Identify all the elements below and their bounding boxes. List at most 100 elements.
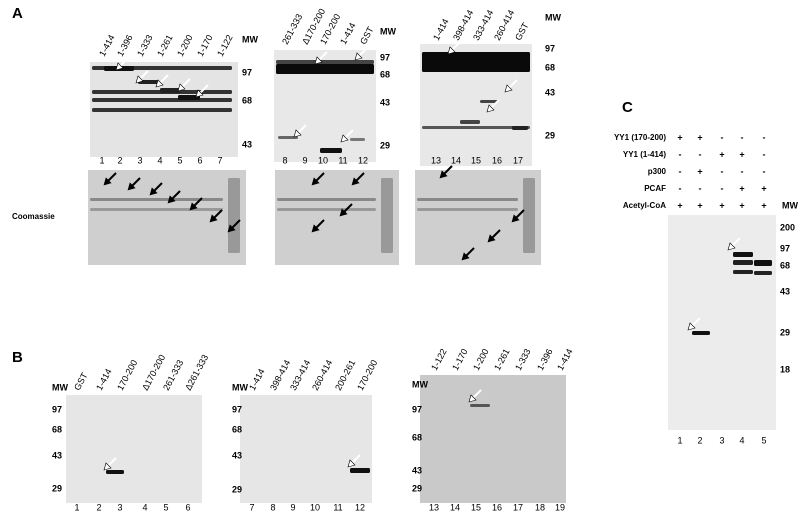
band bbox=[160, 88, 180, 93]
condition-sign: + bbox=[697, 166, 702, 176]
lane-number: 12 bbox=[355, 502, 365, 512]
arrow-head bbox=[127, 182, 136, 191]
mw-marker: 29 bbox=[232, 484, 242, 494]
lane-number: 10 bbox=[318, 155, 328, 165]
mw-marker: 68 bbox=[412, 432, 422, 442]
lane-number: 13 bbox=[431, 155, 441, 165]
band bbox=[228, 178, 240, 253]
mw-marker: 97 bbox=[380, 52, 390, 62]
gel-image bbox=[668, 215, 776, 430]
lane-label: 1-414 bbox=[94, 367, 114, 392]
arrow-head bbox=[504, 84, 513, 93]
arrow-head bbox=[209, 214, 218, 223]
condition-label: YY1 (1-414) bbox=[623, 150, 666, 159]
lane-number: 8 bbox=[270, 502, 275, 512]
arrow-head bbox=[461, 252, 470, 261]
lane-label: 1-261 bbox=[492, 347, 512, 372]
mw-header: MW bbox=[380, 26, 396, 36]
lane-label: 1-414 bbox=[247, 367, 267, 392]
mw-marker: 43 bbox=[780, 286, 790, 296]
lane-number: 13 bbox=[429, 502, 439, 512]
lane-label: 1-122 bbox=[429, 347, 449, 372]
lane-number: 7 bbox=[249, 502, 254, 512]
band bbox=[460, 120, 480, 124]
condition-sign: + bbox=[739, 149, 744, 159]
lane-number: 11 bbox=[338, 155, 347, 165]
mw-marker: 97 bbox=[232, 404, 242, 414]
arrow-head bbox=[311, 224, 320, 233]
band bbox=[692, 331, 710, 335]
lane-number: 17 bbox=[513, 155, 523, 165]
condition-sign: + bbox=[761, 183, 766, 193]
mw-marker: 200 bbox=[780, 222, 795, 232]
lane-number: 16 bbox=[492, 155, 502, 165]
lane-number: 10 bbox=[310, 502, 320, 512]
mw-marker: 97 bbox=[52, 404, 62, 414]
condition-sign: - bbox=[699, 183, 702, 193]
mw-marker: 68 bbox=[52, 424, 62, 434]
condition-sign: - bbox=[763, 149, 766, 159]
band bbox=[278, 136, 298, 139]
lane-label: 1-122 bbox=[215, 33, 235, 58]
lane-number: 15 bbox=[471, 502, 481, 512]
lane-number: 2 bbox=[117, 155, 122, 165]
coomassie-label: Coomassie bbox=[12, 212, 55, 221]
condition-sign: + bbox=[719, 149, 724, 159]
mw-marker: 29 bbox=[780, 327, 790, 337]
lane-label: GST bbox=[72, 371, 90, 392]
condition-sign: - bbox=[763, 166, 766, 176]
arrow-head bbox=[351, 177, 360, 186]
lane-label: 261-333 bbox=[161, 358, 185, 392]
lane-number: 1 bbox=[74, 502, 79, 512]
band bbox=[350, 138, 365, 141]
mw-marker: 97 bbox=[545, 43, 555, 53]
band bbox=[350, 468, 370, 473]
arrow-head bbox=[227, 224, 236, 233]
condition-sign: - bbox=[679, 183, 682, 193]
condition-sign: - bbox=[721, 166, 724, 176]
lane-label: 1-261 bbox=[155, 33, 175, 58]
lane-number: 15 bbox=[471, 155, 481, 165]
mw-marker: 68 bbox=[242, 95, 252, 105]
condition-sign: + bbox=[739, 183, 744, 193]
mw-marker: 68 bbox=[545, 62, 555, 72]
mw-marker: 29 bbox=[412, 483, 422, 493]
mw-header: MW bbox=[52, 382, 68, 392]
lane-number: 1 bbox=[677, 435, 682, 445]
lane-label: 1-333 bbox=[513, 347, 533, 372]
band bbox=[178, 95, 200, 100]
arrow-head bbox=[115, 62, 124, 71]
mw-header: MW bbox=[232, 382, 248, 392]
lane-number: 6 bbox=[185, 502, 190, 512]
lane-number: 19 bbox=[555, 502, 565, 512]
band bbox=[733, 252, 753, 257]
lane-number: 11 bbox=[333, 502, 342, 512]
arrow-head bbox=[347, 459, 356, 468]
lane-label: 170-200 bbox=[355, 358, 379, 392]
lane-number: 12 bbox=[358, 155, 368, 165]
mw-marker: 97 bbox=[242, 67, 252, 77]
arrow-head bbox=[149, 187, 158, 196]
mw-header: MW bbox=[412, 379, 428, 389]
gel-image bbox=[240, 395, 372, 503]
condition-sign: - bbox=[763, 132, 766, 142]
lane-number: 5 bbox=[761, 435, 766, 445]
arrow-head bbox=[135, 75, 144, 84]
band bbox=[417, 198, 518, 201]
band bbox=[422, 52, 530, 72]
lane-label: 1-414 bbox=[97, 33, 117, 58]
arrow-head bbox=[339, 208, 348, 217]
lane-number: 5 bbox=[163, 502, 168, 512]
lane-number: 4 bbox=[157, 155, 162, 165]
condition-sign: + bbox=[719, 200, 724, 210]
band bbox=[106, 470, 124, 474]
mw-header: MW bbox=[782, 200, 798, 210]
lane-number: 5 bbox=[177, 155, 182, 165]
arrow-head bbox=[314, 56, 323, 65]
band bbox=[277, 198, 376, 201]
condition-sign: + bbox=[697, 200, 702, 210]
lane-number: 2 bbox=[96, 502, 101, 512]
mw-marker: 43 bbox=[545, 87, 555, 97]
arrow-head bbox=[727, 242, 736, 251]
band bbox=[733, 270, 753, 274]
